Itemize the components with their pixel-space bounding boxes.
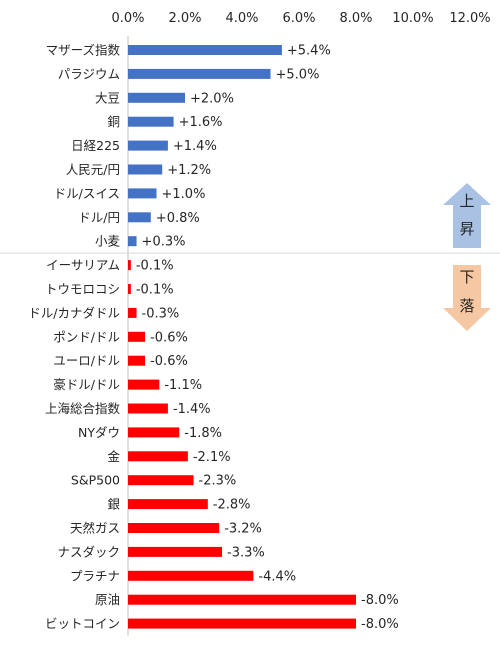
data-label: -8.0% [361,617,399,632]
up-arrow-label: 昇 [459,220,474,238]
data-label: +0.3% [142,235,186,250]
bar [128,355,146,366]
data-label: -1.8% [184,426,222,441]
category-label: 上海総合指数 [45,401,121,416]
category-label: ナスダック [57,544,120,559]
category-label: 銅 [107,114,120,129]
bars [128,45,356,629]
x-tick-label: 6.0% [282,11,315,26]
x-tick-label: 0.0% [111,11,144,26]
data-label: +1.6% [179,115,223,130]
x-tick-label: 10.0% [392,11,433,26]
bar [128,45,282,55]
category-label: マザーズ指数 [46,43,121,58]
data-label: +1.2% [167,163,211,178]
bar [128,284,131,294]
bar [128,499,208,510]
category-label: 人民元/円 [66,162,120,177]
data-label: -0.6% [150,354,188,369]
category-label: ユーロ/ドル [53,353,120,368]
x-tick-label: 12.0% [449,11,490,26]
bar [128,523,220,533]
data-label: +1.0% [162,187,206,202]
data-label: -3.3% [227,545,265,560]
category-label: ドル/円 [78,210,120,225]
data-label: -2.1% [193,450,231,465]
category-label: 銀 [107,497,120,512]
data-label: -1.4% [173,402,211,417]
category-label: ドル/カナダドル [28,305,120,320]
data-labels: +5.4% +5.0% +2.0% +1.6% +1.4% +1.2% +1.0% +0.8%… [136,44,399,633]
category-label: 豪ドル/ドル [53,377,120,392]
data-label: -0.1% [136,283,174,298]
bar [128,451,188,462]
down-arrow-label: 落 [459,297,474,315]
bar [128,164,163,175]
data-label: -0.1% [136,259,174,274]
category-label: 大豆 [95,90,120,105]
data-label: +5.4% [287,44,331,59]
category-label: S&P500 [71,473,120,488]
category-label: ポンド/ドル [53,329,120,344]
up-arrow-icon [443,183,491,248]
up-arrow-label: 上 [459,192,474,210]
data-label: +0.8% [156,211,200,226]
x-axis-ticks: 0.0% 2.0% 4.0% 6.0% 8.0% 10.0% 12.0% [111,11,490,26]
bar [128,116,174,127]
x-tick-label: 2.0% [168,11,201,26]
data-label: -0.3% [142,306,180,321]
category-label: 日経225 [71,138,120,153]
data-label: -3.2% [224,522,262,537]
x-tick-label: 8.0% [339,11,372,26]
bar [128,570,254,581]
bar [128,307,137,318]
bar [128,546,223,557]
bar [128,403,168,414]
bar [128,188,157,199]
category-label: プラチナ [70,568,120,583]
bar [128,236,137,247]
data-label: +5.0% [276,67,320,82]
data-label: +2.0% [190,91,234,106]
bar [128,260,131,271]
data-label: -8.0% [361,593,399,608]
bar [128,427,180,438]
category-label: ドル/スイス [54,186,120,201]
category-label: 原油 [95,592,120,607]
category-label: ビットコイン [45,616,120,631]
category-label: 金 [107,449,120,464]
data-label: +1.4% [173,139,217,154]
bar [128,618,356,629]
bar [128,379,160,390]
category-label: NYダウ [78,425,120,440]
data-label: -4.4% [258,569,296,584]
bar [128,331,146,342]
data-label: -1.1% [164,378,202,393]
category-label: パラジウム [58,66,120,81]
down-arrow-icon [443,265,491,331]
bar [128,92,185,103]
bar [128,212,151,223]
x-tick-label: 4.0% [225,11,258,26]
category-label: 小麦 [95,234,121,249]
data-label: -2.3% [199,474,237,489]
category-label: トウモロコシ [45,282,120,297]
bar [128,68,271,79]
down-arrow-label: 下 [459,268,474,286]
category-label: イーサリアム [46,258,120,273]
bar [128,140,168,151]
category-label: 天然ガス [70,521,120,536]
data-label: -2.8% [213,498,251,513]
data-label: -0.6% [150,330,188,345]
bar [128,475,194,486]
bar [128,594,356,605]
